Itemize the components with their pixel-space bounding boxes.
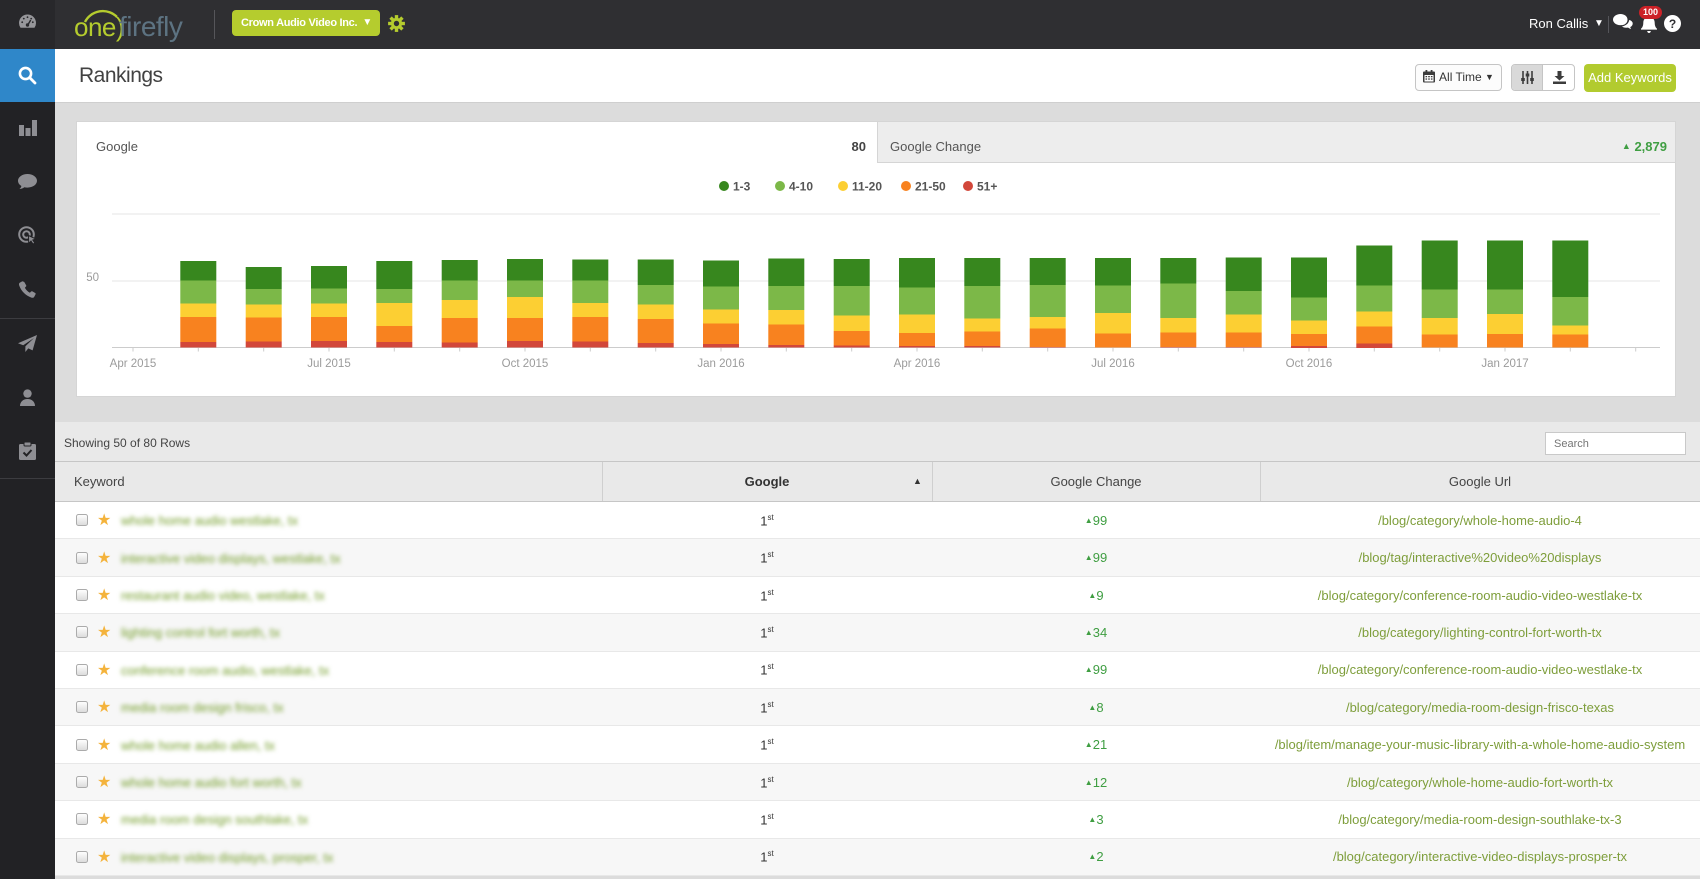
svg-text:Jul 2015: Jul 2015 <box>307 358 350 370</box>
svg-text:?: ? <box>1669 17 1676 31</box>
svg-text:11-20: 11-20 <box>852 180 882 194</box>
svg-text:one): one) <box>74 12 124 42</box>
svg-text:Jan 2016: Jan 2016 <box>697 358 744 370</box>
svg-text:21-50: 21-50 <box>915 180 946 194</box>
svg-text:firefly: firefly <box>119 11 183 42</box>
svg-text:Jan 2017: Jan 2017 <box>1481 358 1528 370</box>
svg-text:51+: 51+ <box>977 180 997 194</box>
svg-text:50: 50 <box>86 272 99 284</box>
svg-text:4-10: 4-10 <box>789 180 813 194</box>
svg-text:Oct 2016: Oct 2016 <box>1286 358 1333 370</box>
svg-text:Apr 2015: Apr 2015 <box>110 358 157 370</box>
svg-text:Oct 2015: Oct 2015 <box>502 358 549 370</box>
svg-text:1-3: 1-3 <box>733 180 751 194</box>
svg-text:Jul 2016: Jul 2016 <box>1091 358 1134 370</box>
svg-text:Apr 2016: Apr 2016 <box>894 358 941 370</box>
